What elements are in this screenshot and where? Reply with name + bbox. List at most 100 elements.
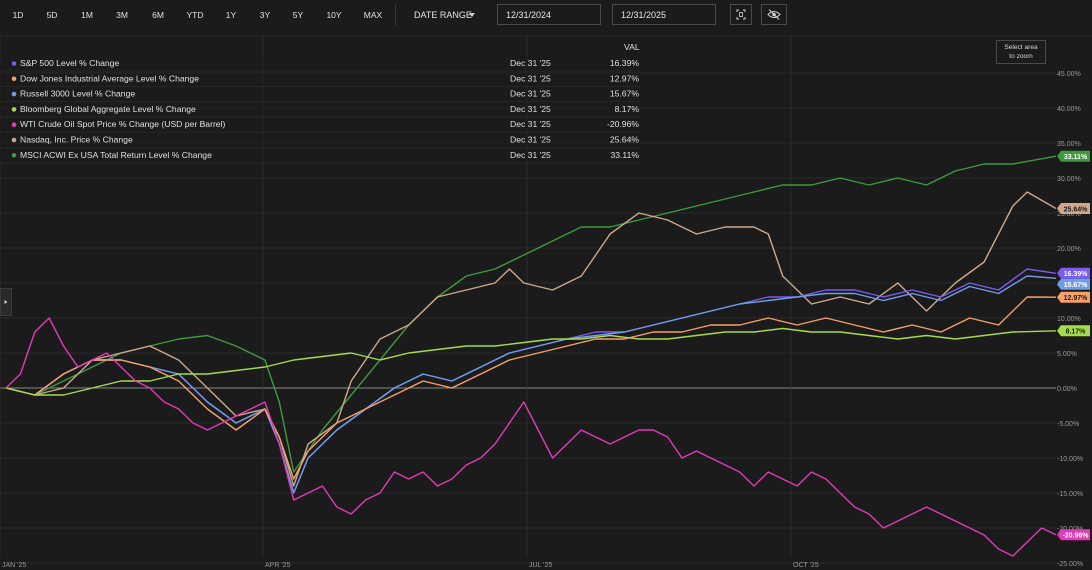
legend-row [0, 119, 640, 133]
end-label-tag [1057, 278, 1090, 290]
legend-value: -20.96% [607, 119, 639, 129]
end-label-tag [1057, 150, 1090, 162]
y-tick-label: 40.00% [1057, 106, 1081, 113]
legend-date: Dec 31 '25 [510, 119, 551, 129]
legend-date: Dec 31 '25 [510, 73, 551, 83]
end-label-value: 15.67% [1064, 282, 1089, 289]
end-label-tag [1057, 325, 1090, 337]
legend-series-name: MSCI ACWI Ex USA Total Return Level % Ch… [20, 150, 212, 160]
legend-value: 25.64% [610, 135, 640, 145]
start-date-input[interactable] [497, 4, 601, 25]
range-button-5y[interactable]: 5Y [292, 10, 304, 20]
series-line [5, 296, 1057, 480]
end-date-input[interactable] [612, 4, 716, 25]
zoom-hint-line-1: Select area [1004, 44, 1038, 51]
legend-date: Dec 31 '25 [510, 135, 551, 145]
legend-row [0, 73, 640, 87]
series-line [5, 268, 1057, 494]
end-label-value: 33.11% [1064, 154, 1088, 161]
end-label-tag [1057, 267, 1090, 279]
end-label-tag [1057, 529, 1090, 541]
zoom-hint-line-2: to zoom [1009, 52, 1033, 60]
fullscreen-button[interactable] [730, 4, 752, 25]
range-button-1y[interactable]: 1Y [225, 10, 237, 20]
legend-swatch-icon [11, 76, 17, 82]
series-line [5, 191, 1057, 487]
legend-value: 15.67% [610, 89, 640, 99]
x-tick-label: APR '25 [265, 562, 291, 569]
end-label-value: 25.64% [1064, 206, 1089, 213]
legend-swatch-icon [11, 137, 17, 143]
legend-date: Dec 31 '25 [510, 104, 551, 114]
y-tick-label: 5.00% [1057, 351, 1077, 358]
select-area-zoom-hint[interactable]: Select area to zoom [996, 40, 1046, 64]
chevron-down-icon [469, 13, 475, 17]
range-button-ytd[interactable]: YTD [186, 10, 204, 20]
legend: VAL S&P 500 Level % Change Dec 31 '25 16.39… [0, 42, 640, 164]
legend-series-name: S&P 500 Level % Change [20, 58, 119, 68]
range-button-1d[interactable]: 1D [12, 10, 24, 20]
legend-value: 8.17% [615, 104, 640, 114]
series-line [5, 275, 1057, 494]
range-button-max[interactable]: MAX [363, 10, 383, 20]
hide-series-button[interactable] [761, 4, 787, 25]
fullscreen-icon [736, 9, 746, 20]
end-label-value: 12.97% [1064, 295, 1089, 302]
series-lines [5, 155, 1057, 557]
legend-value: 16.39% [610, 58, 640, 68]
y-tick-label: 30.00% [1057, 176, 1081, 183]
legend-date: Dec 31 '25 [510, 58, 551, 68]
range-button-10y[interactable]: 10Y [326, 10, 342, 20]
legend-date: Dec 31 '25 [510, 89, 551, 99]
y-tick-label: -5.00% [1057, 421, 1079, 428]
legend-swatch-icon [11, 107, 17, 112]
x-axis: JAN '25 APR '25 JUL '25 OCT '25 [2, 562, 819, 569]
legend-swatch-icon [11, 61, 17, 66]
y-tick-label: 35.00% [1057, 141, 1081, 148]
legend-row [0, 103, 640, 117]
range-group [0, 4, 396, 26]
range-button-1m[interactable]: 1M [81, 10, 93, 20]
legend-swatch-icon [11, 153, 17, 158]
legend-series-name: Bloomberg Global Aggregate Level % Chang… [20, 104, 196, 114]
range-button-3y[interactable]: 3Y [259, 10, 271, 20]
eye-slash-icon [767, 9, 781, 20]
x-tick-label: JAN '25 [2, 562, 26, 569]
chevron-right-icon [4, 300, 8, 304]
legend-swatch-icon [11, 122, 17, 127]
y-tick-label: 25.00% [1057, 211, 1081, 218]
series-line [5, 327, 1057, 396]
end-label-value: -20.96% [1062, 533, 1089, 540]
legend-series-name: WTI Crude Oil Spot Price % Change (USD p… [20, 119, 225, 129]
y-tick-label: 10.00% [1057, 316, 1081, 323]
legend-series-name: Nasdaq, Inc. Price % Change [20, 135, 133, 145]
legend-series-name: Dow Jones Industrial Average Level % Cha… [20, 73, 199, 83]
range-button-5d[interactable]: 5D [46, 10, 58, 20]
legend-row [0, 58, 640, 71]
x-tick-label: JUL '25 [529, 562, 552, 569]
y-tick-label: -15.00% [1057, 491, 1083, 498]
y-tick-label: 0.00% [1057, 386, 1077, 393]
chart-area[interactable]: 45.00%40.00%35.00%30.00%25.00%20.00%15.0… [0, 32, 1092, 570]
y-tick-label: -25.00% [1057, 561, 1083, 568]
range-button-6m[interactable]: 6M [152, 10, 164, 20]
legend-row [0, 134, 640, 148]
end-label-value: 16.39% [1064, 271, 1089, 278]
range-button-3m[interactable]: 3M [116, 10, 128, 20]
end-label-tag [1057, 291, 1090, 303]
y-tick-label: -10.00% [1057, 456, 1083, 463]
legend-date: Dec 31 '25 [510, 150, 551, 160]
y-axis: 45.00%40.00%35.00%30.00%25.00%20.00%15.0… [1057, 71, 1083, 568]
side-panel-toggle[interactable] [0, 288, 12, 316]
line-chart[interactable]: 45.00%40.00%35.00%30.00%25.00%20.00%15.0… [0, 32, 1092, 570]
y-tick-label: 45.00% [1057, 71, 1081, 78]
date-range-dropdown[interactable]: DATE RANGE [414, 10, 472, 20]
end-labels: 33.11% 25.64% 16.39% 15.67% 12.97% 8.17% -20.9… [1057, 150, 1090, 541]
x-tick-label: OCT '25 [793, 562, 819, 569]
legend-value: 33.11% [610, 150, 639, 160]
legend-value-header: VAL [624, 42, 640, 52]
series-line [5, 317, 1057, 557]
legend-row [0, 88, 640, 102]
end-label-value: 8.17% [1066, 329, 1087, 336]
legend-series-name: Russell 3000 Level % Change [20, 89, 135, 99]
